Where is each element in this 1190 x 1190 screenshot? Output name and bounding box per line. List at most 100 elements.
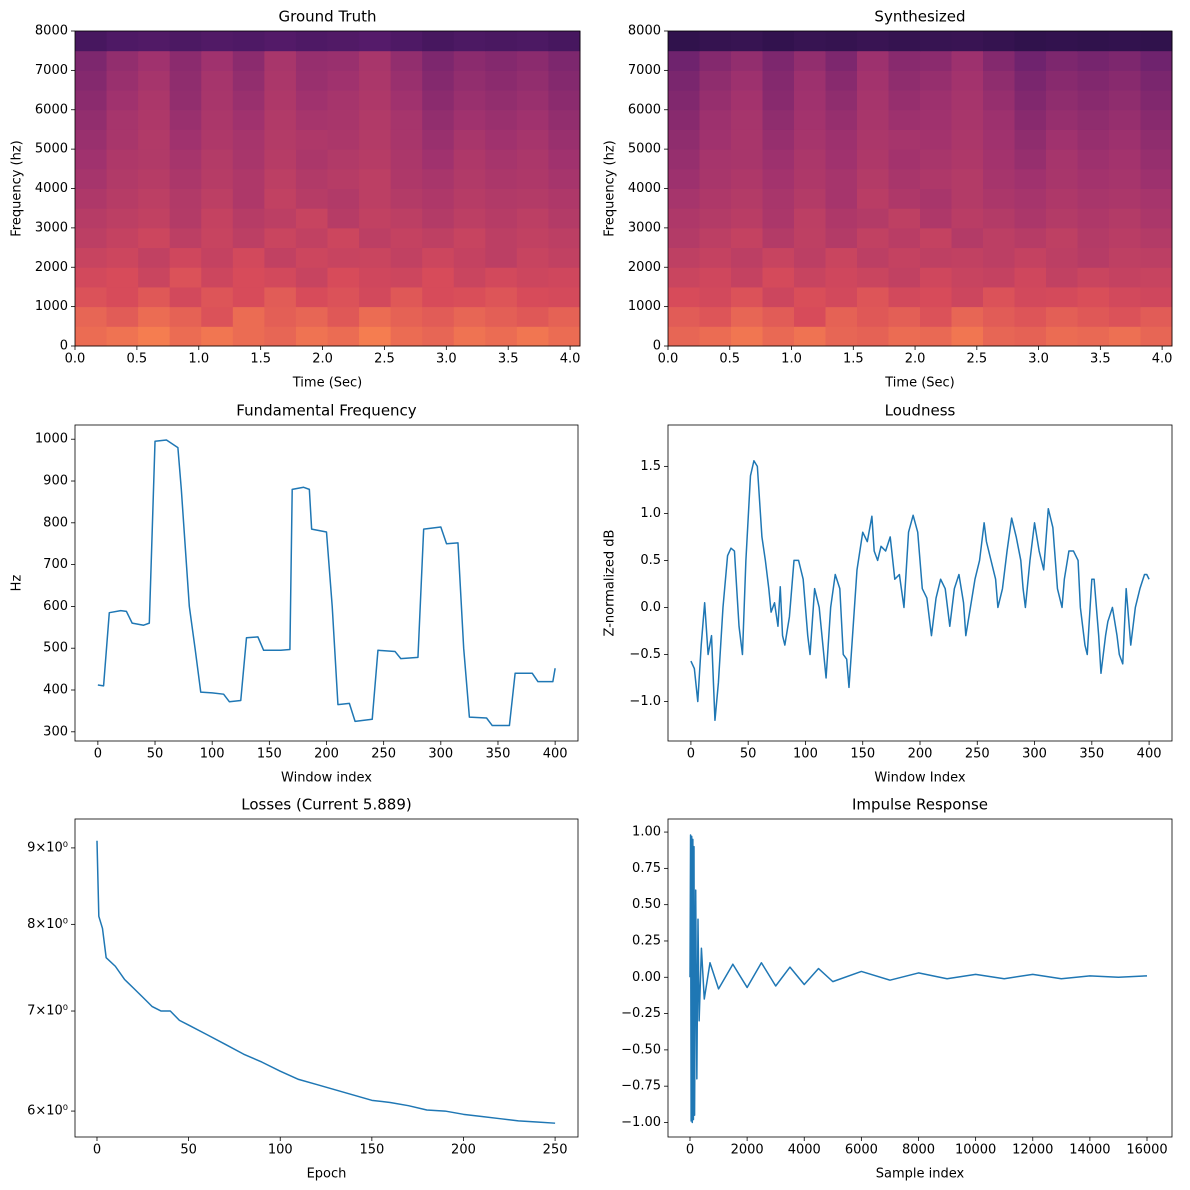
spectrogram-cell: [169, 31, 202, 52]
spectrogram-cell: [422, 168, 455, 189]
spectrogram-cell: [825, 90, 858, 111]
y-tick-label: 3000: [35, 220, 68, 235]
spectrogram-cell: [548, 227, 581, 249]
spectrogram-cell: [327, 227, 360, 249]
spectrogram-cell: [699, 70, 732, 91]
spectrogram-cell: [762, 129, 795, 150]
y-axis-label: Hz: [10, 575, 25, 592]
spectrogram-cell: [169, 129, 202, 150]
spectrogram-cell: [138, 90, 171, 111]
spectrogram-cell: [138, 129, 171, 150]
spectrogram-cell: [1109, 267, 1141, 288]
spectrogram-cell: [762, 109, 795, 130]
spectrogram-cell: [1140, 129, 1173, 150]
spectrogram-cell: [825, 208, 858, 229]
spectrogram-cell: [422, 50, 455, 71]
spectrogram-cell: [920, 267, 952, 288]
spectrogram-cell: [888, 208, 921, 229]
y-axis-label: Z-normalized dB: [603, 530, 618, 637]
y-tick-label: 8000: [628, 24, 661, 39]
spectrogram-cell: [1046, 267, 1078, 288]
spectrogram-cell: [516, 90, 549, 111]
spectrogram-cell: [232, 188, 265, 209]
spectrogram-cell: [1140, 70, 1173, 91]
line: [690, 459, 1150, 722]
spectrogram-cell: [920, 149, 952, 170]
x-tick-label: 3.5: [498, 352, 519, 367]
spectrogram-cell: [1077, 227, 1110, 249]
spectrogram-cell: [516, 247, 549, 268]
spectrogram-cell: [1140, 90, 1173, 111]
spectrogram-cell: [264, 286, 297, 308]
spectrogram-cell: [75, 70, 108, 91]
spectrogram-cell: [516, 286, 549, 308]
spectrogram-cell: [359, 149, 392, 170]
spectrogram-cell: [327, 208, 360, 229]
spectrogram-cell: [264, 90, 297, 111]
y-tick-label: 7×10⁰: [27, 1004, 68, 1019]
spectrogram-cell: [232, 286, 265, 308]
x-tick-label: 100: [793, 747, 818, 762]
spectrogram-cell: [359, 50, 392, 71]
spectrogram-cell: [762, 90, 795, 111]
spectrogram-cell: [951, 70, 984, 91]
spectrogram-cell: [422, 188, 455, 209]
spectrogram-cell: [390, 286, 423, 308]
spectrogram-cell: [983, 227, 1015, 249]
spectrogram-cell: [1014, 247, 1047, 268]
spectrogram-cell: [857, 306, 889, 327]
spectrogram-cell: [1046, 208, 1078, 229]
spectrogram-cell: [232, 149, 265, 170]
spectrogram-cell: [857, 168, 889, 189]
spectrogram-cell: [75, 188, 108, 209]
spectrogram-cell: [1109, 109, 1141, 130]
spectrogram-cell: [327, 188, 360, 209]
spectrogram-cell: [888, 129, 921, 150]
spectrogram-cell: [951, 109, 984, 130]
spectrogram-cell: [920, 168, 952, 189]
spectrogram-cell: [731, 31, 763, 52]
spectrogram-cell: [699, 306, 732, 327]
spectrogram-cell: [951, 247, 984, 268]
spectrogram-cell: [232, 227, 265, 249]
subplot-title: Synthesized: [874, 8, 965, 26]
spectrogram-cell: [548, 208, 581, 229]
y-tick-label: 0.75: [632, 861, 661, 876]
spectrogram-cell: [1140, 247, 1173, 268]
spectrogram-cell: [201, 149, 234, 170]
spectrogram-cell: [548, 129, 581, 150]
spectrogram-cell: [453, 247, 486, 268]
x-axis-label: Time (Sec): [292, 376, 363, 391]
axes-frame: [667, 424, 1173, 742]
x-tick-label: 200: [451, 1143, 476, 1158]
x-tick-label: 4000: [788, 1143, 821, 1158]
spectrogram-cell: [327, 326, 360, 347]
spectrogram-cell: [390, 208, 423, 229]
x-tick-label: 200: [908, 747, 933, 762]
y-tick-label: 2000: [35, 260, 68, 275]
y-tick-label: 3000: [628, 220, 661, 235]
spectrogram-cell: [668, 129, 700, 150]
x-tick-label: 10000: [955, 1143, 996, 1158]
spectrogram-cell: [169, 286, 202, 308]
spectrogram-cell: [857, 188, 889, 209]
y-tick-label: −1.0: [629, 694, 661, 709]
x-tick-label: 14000: [1069, 1143, 1110, 1158]
spectrogram-cell: [359, 168, 392, 189]
spectrogram-cell: [794, 129, 826, 150]
y-tick-label: 2000: [628, 260, 661, 275]
spectrogram-cell: [983, 286, 1015, 308]
spectrogram-cell: [169, 208, 202, 229]
spectrogram-cell: [762, 208, 795, 229]
spectrogram-cell: [516, 188, 549, 209]
x-tick-label: 0.5: [719, 352, 740, 367]
spectrogram-cell: [327, 50, 360, 71]
spectrogram-cell: [169, 247, 202, 268]
spectrogram-cell: [731, 90, 763, 111]
spectrogram-cell: [825, 306, 858, 327]
spectrogram-cell: [699, 90, 732, 111]
spectrogram-cell: [731, 188, 763, 209]
spectrogram-cell: [920, 109, 952, 130]
spectrogram-cell: [1046, 247, 1078, 268]
line: [689, 834, 1148, 1124]
